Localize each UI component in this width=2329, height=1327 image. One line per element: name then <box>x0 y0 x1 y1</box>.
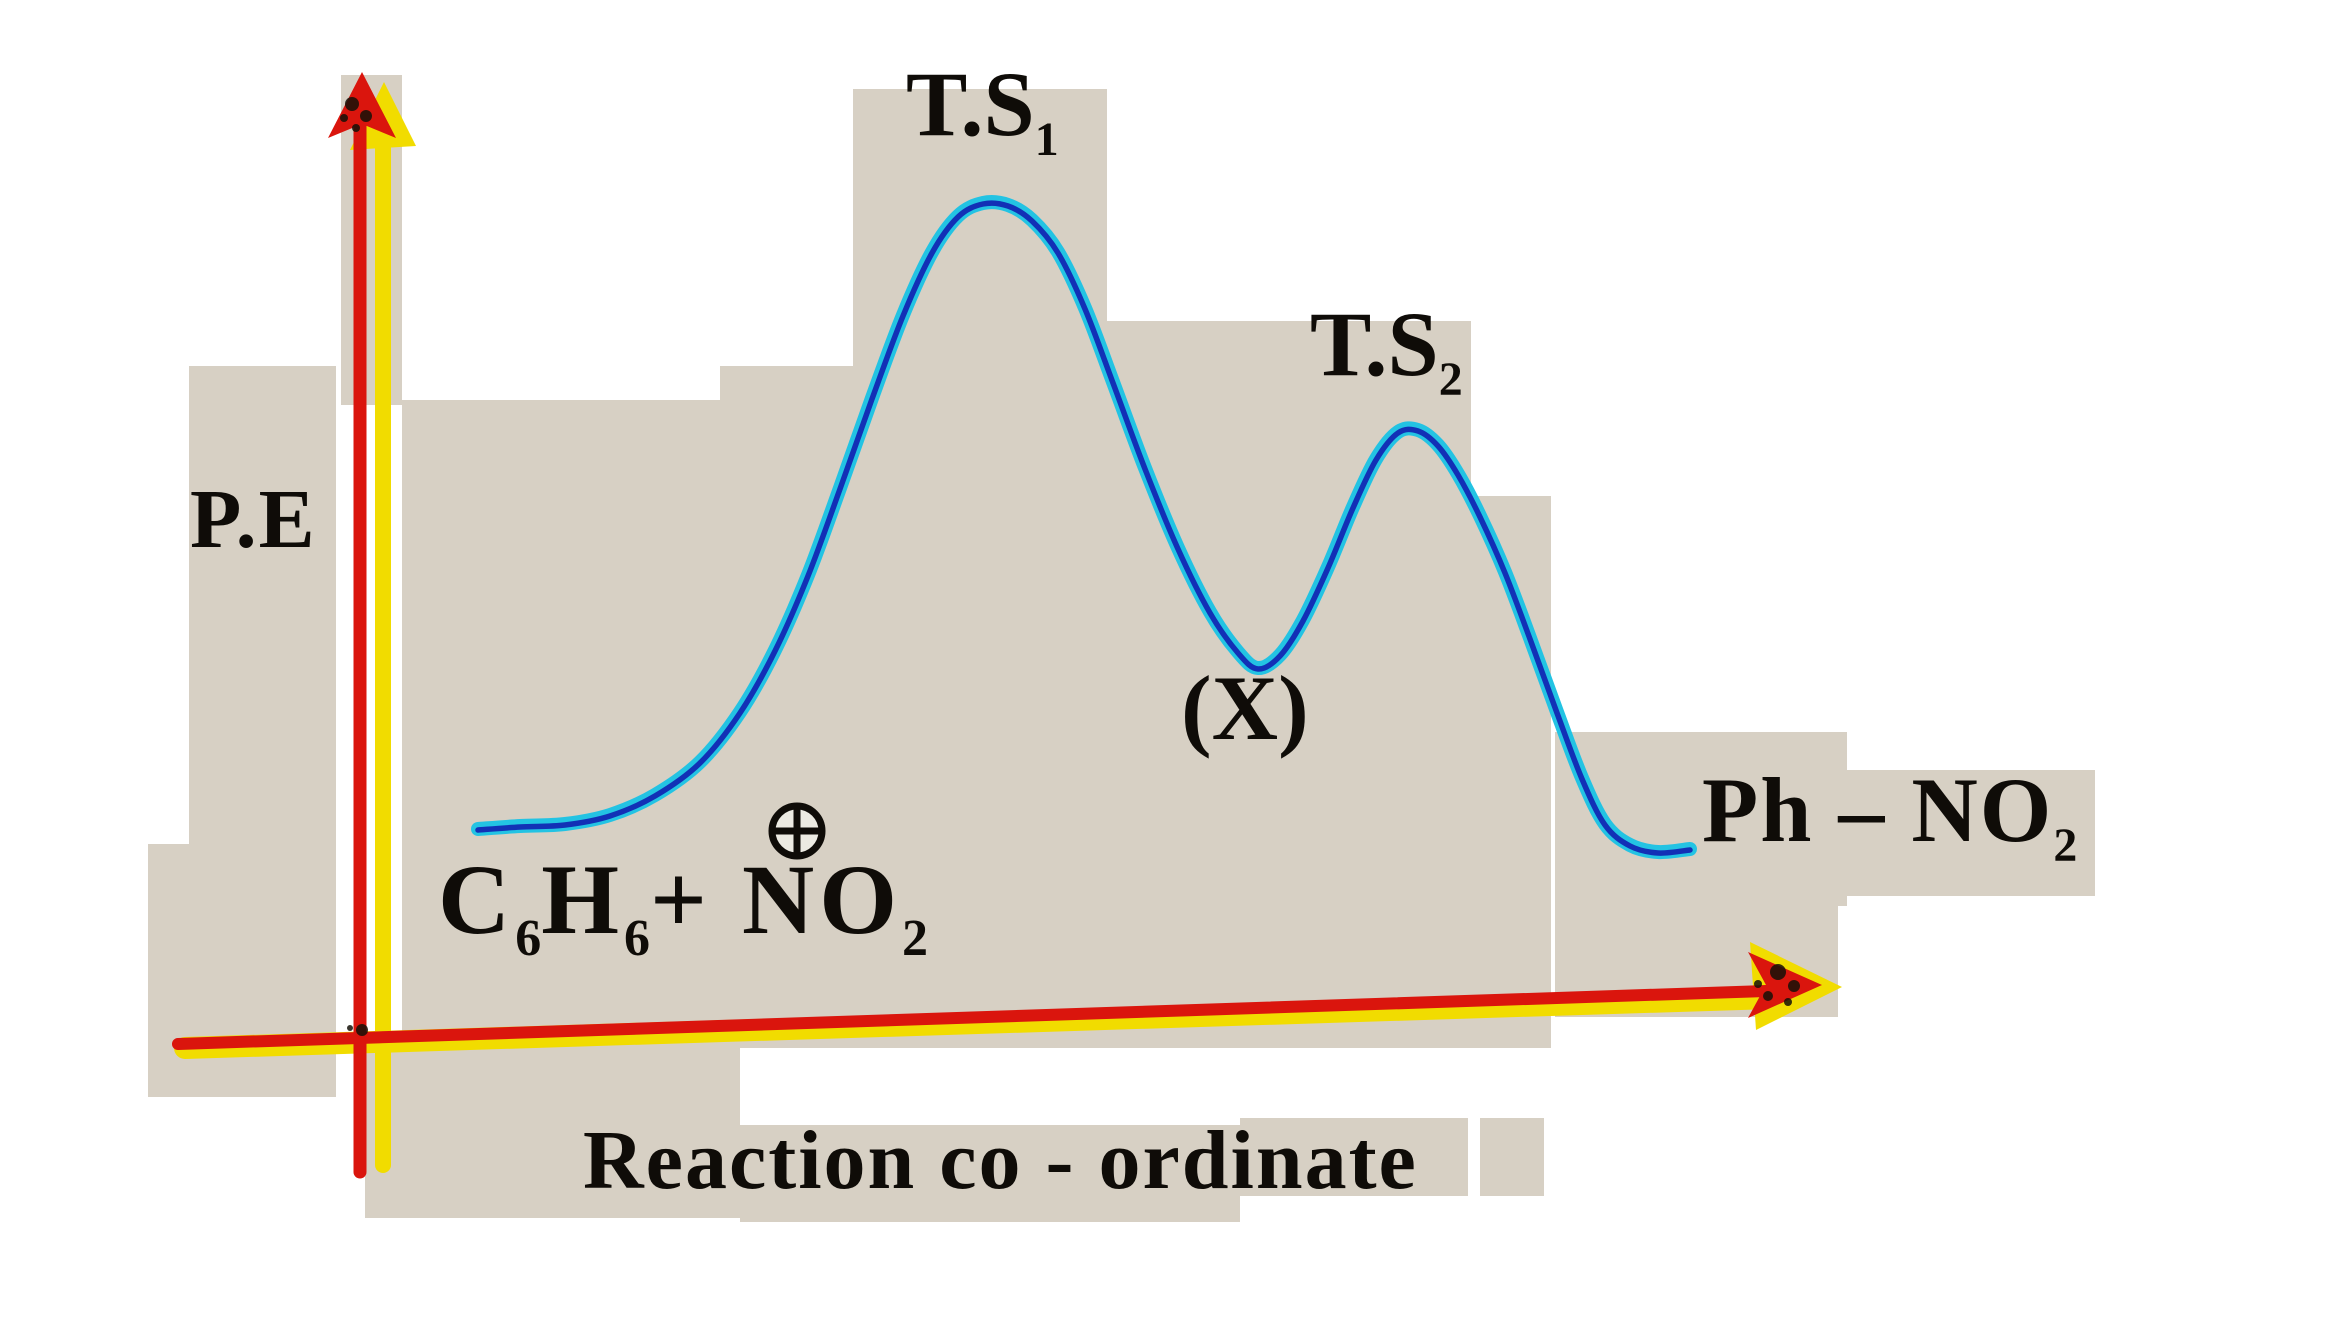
y-axis-label-text: P.E <box>190 473 317 566</box>
intermediate-text: (X) <box>1181 657 1309 759</box>
arrowhead-speckle <box>352 124 360 132</box>
arrowhead-speckle <box>356 1024 368 1036</box>
reactant-h-subscript: 6 <box>624 909 651 967</box>
x-axis-label: Reaction co - ordinate <box>583 1119 1418 1203</box>
arrowhead-speckle <box>1770 964 1786 980</box>
ts2-subscript: 2 <box>1438 353 1463 407</box>
product-subscript: 2 <box>2053 819 2078 873</box>
scan-patch <box>1107 321 1471 1048</box>
ts2-text: T.S <box>1310 293 1439 395</box>
reactant-annotation: C6H6+ NO2 <box>438 850 928 965</box>
scan-patch <box>1480 1118 1544 1196</box>
scan-patch <box>402 400 738 1048</box>
ts1-text: T.S <box>906 53 1035 155</box>
arrowhead-speckle <box>1784 998 1792 1006</box>
arrowhead-speckle <box>360 110 372 122</box>
scan-patch <box>365 1048 740 1218</box>
ts1-subscript: 1 <box>1034 113 1059 167</box>
arrowhead-speckle <box>1754 980 1762 988</box>
arrowhead-speckle <box>1788 980 1800 992</box>
reaction-curve-outer <box>471 195 1697 860</box>
y-axis-label: P.E <box>190 478 317 562</box>
scan-patch <box>1847 770 2095 896</box>
reactant-no-subscript: 2 <box>902 909 928 967</box>
scan-patch <box>1240 1118 1468 1196</box>
reactant-c: C <box>438 844 516 955</box>
arrowhead-speckle <box>340 114 348 122</box>
x-axis-label-text: Reaction co - ordinate <box>583 1114 1418 1207</box>
product-annotation: Ph – NO2 <box>1702 764 2077 869</box>
scan-patch <box>740 1125 1240 1222</box>
ts2-annotation: T.S2 <box>1310 298 1463 403</box>
reactant-c-subscript: 6 <box>515 909 542 967</box>
reaction-curve-core <box>475 200 1693 856</box>
circled-plus-icon <box>768 802 826 860</box>
x-axis-line <box>172 985 1772 1050</box>
arrowhead-speckle <box>347 1025 353 1031</box>
x-axis-arrowhead <box>1748 952 1822 1018</box>
intermediate-annotation: (X) <box>1181 662 1309 754</box>
scan-patch <box>189 366 336 1097</box>
ts1-annotation: T.S1 <box>906 58 1059 163</box>
arrowhead-speckle <box>1763 991 1773 1001</box>
arrowhead-speckle <box>345 97 359 111</box>
product-text: Ph – NO <box>1702 759 2054 861</box>
reactant-plus-no: + NO <box>650 844 902 955</box>
scan-patch <box>720 366 1107 1048</box>
reactant-h: H <box>541 844 625 955</box>
